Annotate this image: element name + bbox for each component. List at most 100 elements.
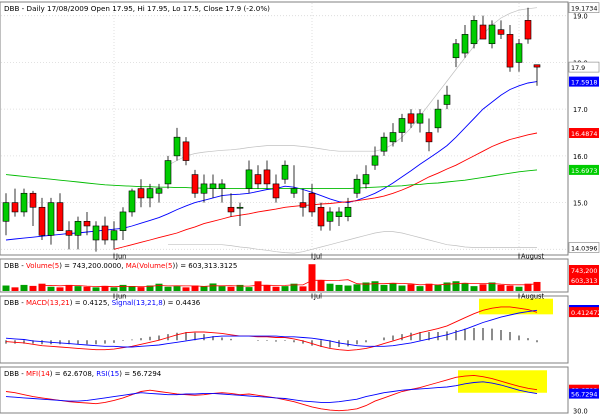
candle-body	[38, 206, 46, 236]
macd-params: 13,21	[50, 299, 70, 307]
candle-body	[407, 113, 415, 124]
mfi-title-main: MFI(	[26, 370, 41, 378]
price-tag-0-box	[568, 2, 600, 14]
mfi-tag-1-box	[569, 388, 599, 399]
price-series-line-2	[5, 169, 538, 190]
price-series-line-1	[113, 132, 538, 250]
candle-body	[191, 174, 199, 194]
volume-bar	[164, 286, 172, 291]
volume-title: DBB - Volume(5) = 743,200.0000, MA(Volum…	[4, 262, 237, 270]
volume-bar	[263, 285, 271, 291]
candle-body	[272, 183, 280, 199]
candle-body	[227, 206, 235, 213]
volume-bar	[110, 287, 118, 291]
candle-body	[137, 188, 145, 199]
volume-bar	[479, 284, 487, 291]
candle-body	[290, 188, 298, 194]
volume-bar	[209, 283, 217, 291]
price-tick-label: 16.0	[573, 153, 588, 161]
volume-bar	[254, 281, 262, 291]
price-tick-label: 19.0	[573, 13, 588, 21]
macd-signal-params: 13,21,8	[136, 299, 163, 307]
volume-bar	[92, 287, 100, 291]
candle-body	[164, 160, 172, 185]
volume-tag-1: 603,313	[571, 277, 597, 285]
macd-title: DBB - MACD(13,21) = 0.4125, Signal(13,21…	[4, 299, 201, 307]
candle-body	[524, 20, 532, 40]
volume-bar	[452, 281, 460, 291]
mfi-tag-1: 56.7294	[571, 391, 597, 399]
candle-body	[56, 202, 64, 231]
candle-body	[434, 108, 442, 129]
price-tag-4-box	[569, 164, 599, 175]
price-tag-5: 14.0396	[571, 245, 597, 253]
mfi-title-value: ) = 62.6708,	[50, 370, 94, 378]
volume-bar	[272, 286, 280, 291]
macd-title-prefix: DBB -	[4, 299, 26, 307]
macd-title-main: MACD(	[26, 299, 50, 307]
volume-bar	[137, 287, 145, 291]
macd-title-signal: Signal(	[110, 299, 137, 307]
candle-body	[389, 132, 397, 143]
price-series-line-3	[167, 7, 538, 166]
candle-body	[245, 169, 253, 189]
macd-tag-1: 0.412472	[571, 309, 600, 317]
price-tag-1-box	[568, 61, 600, 73]
volume-bar	[533, 281, 541, 291]
candle-body	[209, 183, 217, 189]
candle-body	[533, 64, 541, 68]
candle-body	[470, 20, 478, 45]
macd-series-line-1	[5, 309, 538, 348]
candle-body	[155, 188, 163, 194]
price-tag-1: 17.9	[571, 64, 585, 72]
candle-body	[326, 211, 334, 222]
volume-bar	[245, 287, 253, 291]
volume-bar	[218, 286, 226, 291]
candle-body	[83, 220, 91, 227]
volume-bar	[173, 286, 181, 291]
volume-bar	[83, 286, 91, 291]
volume-tag-1-box	[569, 275, 599, 285]
candle-body	[317, 206, 325, 227]
candle-body	[461, 34, 469, 54]
volume-bar	[335, 284, 343, 291]
candle-body	[353, 178, 361, 194]
candle-body	[182, 141, 190, 161]
volume-bar	[281, 286, 289, 291]
candle-body	[92, 225, 100, 241]
macd-highlight-box	[479, 298, 553, 315]
candle-body	[11, 202, 19, 213]
volume-bar	[2, 285, 10, 291]
volume-bar	[182, 287, 190, 291]
macd-panel-frame	[0, 295, 569, 364]
volume-bar	[470, 286, 478, 291]
candle-body	[101, 225, 109, 241]
volume-bar	[398, 285, 406, 291]
candle-body	[344, 206, 352, 217]
candle-body	[299, 202, 307, 208]
month-label: August	[521, 253, 544, 261]
volume-bar	[371, 281, 379, 291]
candle-body	[218, 183, 226, 189]
volume-bar	[101, 285, 109, 291]
candle-body	[371, 155, 379, 166]
candle-body	[335, 211, 343, 217]
volume-tag-0-box	[569, 265, 599, 275]
candle-body	[398, 118, 406, 133]
candle-body	[488, 24, 496, 45]
month-label: Jul	[313, 253, 322, 261]
volume-bar	[461, 283, 469, 291]
candle-body	[443, 94, 451, 105]
candle-body	[380, 136, 388, 152]
candle-body	[515, 43, 523, 63]
volume-bar	[38, 283, 46, 291]
macd-title-signal-value: ) = 0.4436	[163, 299, 201, 307]
volume-bar	[308, 264, 316, 291]
volume-bar	[434, 284, 442, 291]
candle-body	[308, 192, 316, 213]
volume-bar	[47, 286, 55, 291]
volume-bar	[56, 287, 64, 291]
mfi-title-rsi: RSI(	[94, 370, 111, 378]
volume-bar	[326, 283, 334, 291]
